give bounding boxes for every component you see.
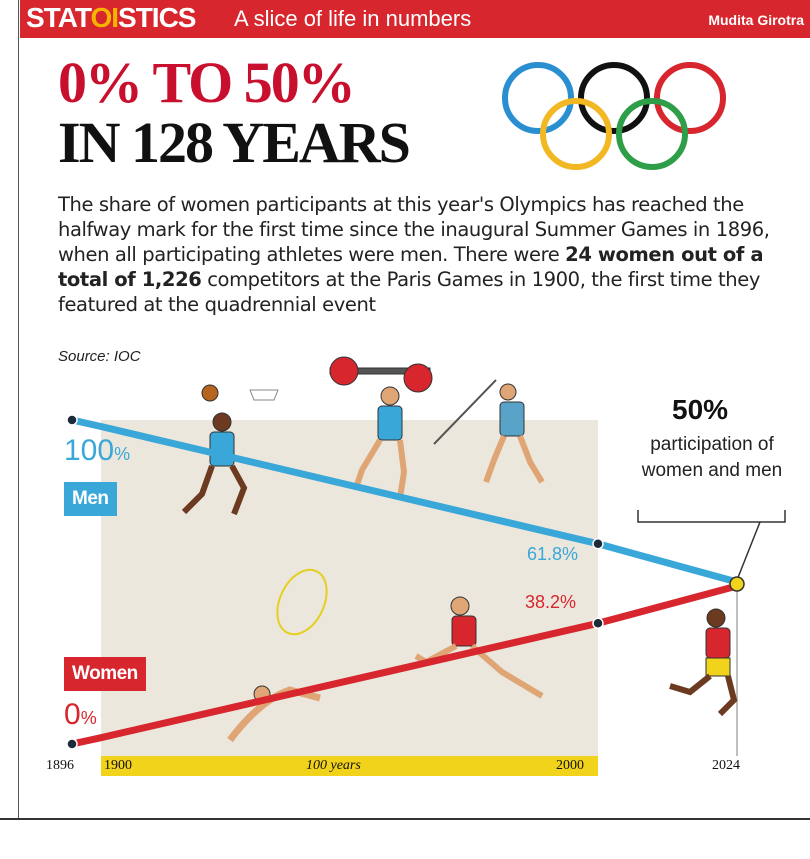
- author: Mudita Girotra: [708, 12, 804, 28]
- weightlifter-icon: [329, 356, 433, 499]
- series-line-women: [68, 582, 741, 748]
- tick-label-2000: 2000: [556, 758, 584, 773]
- callout-leader: [736, 521, 761, 581]
- data-point-meeting-2024: [729, 576, 745, 592]
- bottom-ruler: [0, 818, 810, 859]
- callout-bracket: [637, 510, 786, 523]
- plot-background: [101, 420, 598, 756]
- data-point-women-2000: [592, 617, 604, 630]
- left-ruler: [0, 0, 19, 857]
- data-point-men-2000: [592, 538, 604, 550]
- women-2000-label: 38.2%: [525, 592, 577, 612]
- tick-label-2024: 2024: [712, 758, 740, 773]
- timeline-bar: [101, 756, 598, 776]
- description: The share of women participants at this …: [58, 193, 770, 316]
- headline-line1: 0% TO 50%: [58, 50, 356, 115]
- source-note: Source: IOC: [58, 348, 141, 365]
- data-point-women-1896: [66, 738, 78, 750]
- tick-label-1900: 1900: [104, 758, 132, 773]
- series-line-men: [68, 416, 741, 586]
- header-bar: [20, 0, 810, 38]
- timeline-span-label: 100 years: [306, 758, 361, 773]
- volleyball-player-icon: [669, 608, 738, 717]
- men-2000-label: 61.8%: [527, 544, 579, 564]
- javelin-thrower-icon: [433, 379, 545, 484]
- men-start-label: 100%: [64, 434, 131, 467]
- legend-women: Women: [64, 657, 146, 691]
- olympic-rings-icon: [502, 62, 726, 170]
- tagline: A slice of life in numbers: [234, 6, 472, 31]
- callout-text: participation of women and men: [641, 434, 783, 481]
- callout-value: 50%: [672, 394, 729, 425]
- legend-men: Men: [64, 482, 117, 516]
- data-point-men-1896: [66, 414, 78, 426]
- women-start-label: 0%: [64, 698, 97, 731]
- tick-label-1896: 1896: [46, 758, 74, 773]
- brand-logo: STATOISTICS: [26, 2, 196, 33]
- headline-line2: IN 128 YEARS: [58, 110, 411, 175]
